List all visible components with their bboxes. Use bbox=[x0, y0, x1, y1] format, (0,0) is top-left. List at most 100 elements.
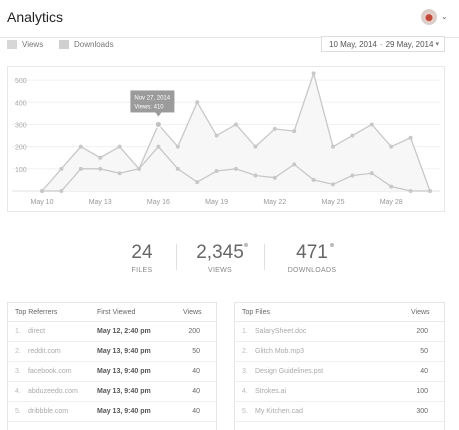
views-count: 40 bbox=[420, 368, 428, 375]
data-point bbox=[117, 171, 122, 176]
page-title: Analytics bbox=[7, 9, 64, 25]
top-referrers-panel: Top Referrers First Viewed Views 1. direc… bbox=[7, 302, 217, 430]
data-point bbox=[59, 166, 64, 171]
x-tick-label: May 28 bbox=[380, 199, 403, 206]
data-point bbox=[311, 71, 316, 76]
x-tick-label: May 25 bbox=[322, 199, 345, 206]
stat-views-value: 2,345 bbox=[196, 242, 244, 263]
chevron-down-icon: ▾ bbox=[435, 41, 439, 48]
file-name[interactable]: Design Guidelines.pst bbox=[255, 368, 324, 375]
data-point bbox=[311, 177, 316, 182]
first-viewed-date: May 12, 2:40 pm bbox=[97, 328, 151, 335]
data-point bbox=[98, 155, 103, 160]
table-row[interactable]: 4. Strokes.ai 100 bbox=[235, 382, 444, 402]
x-tick-label: May 13 bbox=[89, 199, 112, 206]
data-point bbox=[175, 166, 180, 171]
table-row[interactable]: 2. reddit.com May 13, 9:40 pm 50 bbox=[8, 342, 216, 362]
stat-downloads-indicator bbox=[330, 243, 334, 247]
views-count: 200 bbox=[188, 328, 200, 335]
views-header: Views bbox=[411, 309, 430, 316]
data-point bbox=[428, 189, 432, 193]
row-index: 1. bbox=[15, 328, 21, 335]
first-viewed-header: First Viewed bbox=[97, 309, 136, 316]
table-row[interactable]: 2. Glitch Mob.mp3 50 bbox=[235, 342, 444, 362]
data-point bbox=[369, 122, 374, 127]
row-index: 2. bbox=[242, 348, 248, 355]
file-name[interactable]: Glitch Mob.mp3 bbox=[255, 348, 305, 355]
x-tick-label: May 19 bbox=[205, 199, 228, 206]
app-header: Analytics ⌄ bbox=[0, 0, 459, 38]
table-row[interactable]: 5. My Kitchen.cad 300 bbox=[235, 402, 444, 422]
file-name[interactable]: My Kitchen.cad bbox=[255, 408, 303, 415]
table-row[interactable]: 3. Design Guidelines.pst 40 bbox=[235, 362, 444, 382]
referrer-name[interactable]: abduzeedo.com bbox=[28, 388, 78, 395]
stat-files: 24 FILES bbox=[120, 242, 164, 274]
data-point bbox=[78, 144, 83, 149]
stat-files-value: 24 bbox=[131, 242, 153, 263]
stat-downloads: 471 DOWNLOADS bbox=[284, 242, 340, 274]
top-referrers-title: Top Referrers bbox=[15, 309, 58, 316]
y-tick-label: 300 bbox=[15, 122, 27, 129]
data-point bbox=[272, 175, 277, 180]
views-legend-label[interactable]: Views bbox=[22, 40, 44, 49]
table-row[interactable]: 3. facebook.com May 13, 9:40 pm 40 bbox=[8, 362, 216, 382]
analytics-chart: 100 200 300 400 500 May 10 May 13 May 16 May 19 M… bbox=[7, 66, 445, 212]
x-tick-label: May 16 bbox=[147, 199, 170, 206]
views-count: 50 bbox=[420, 348, 428, 355]
chevron-down-icon[interactable]: ⌄ bbox=[441, 12, 448, 21]
y-tick-label: 100 bbox=[15, 167, 27, 174]
data-point bbox=[195, 100, 200, 105]
first-viewed-date: May 13, 9:40 pm bbox=[97, 368, 151, 375]
table-row[interactable]: 1. SalarySheet.doc 200 bbox=[235, 322, 444, 342]
data-point bbox=[78, 166, 83, 171]
downloads-legend-label[interactable]: Downloads bbox=[74, 40, 114, 49]
referrer-name[interactable]: reddit.com bbox=[28, 348, 61, 355]
views-legend-swatch[interactable] bbox=[7, 40, 17, 49]
stat-divider bbox=[176, 244, 177, 270]
top-files-header: Top Files Views bbox=[235, 303, 444, 322]
views-count: 40 bbox=[192, 388, 200, 395]
table-row[interactable]: 5. dribbble.com May 13, 9:40 pm 40 bbox=[8, 402, 216, 422]
data-point bbox=[175, 144, 180, 149]
x-tick-label: May 22 bbox=[263, 199, 286, 206]
row-index: 2. bbox=[15, 348, 21, 355]
row-index: 4. bbox=[242, 388, 248, 395]
user-avatar-icon[interactable] bbox=[421, 9, 437, 25]
data-point bbox=[234, 122, 238, 127]
tooltip-value: Views: 410 bbox=[134, 104, 164, 110]
views-count: 40 bbox=[192, 408, 200, 415]
views-count: 300 bbox=[416, 408, 428, 415]
top-files-panel: Top Files Views 1. SalarySheet.doc 200 2. Gl… bbox=[234, 302, 445, 430]
x-tick-label: May 10 bbox=[31, 199, 54, 206]
table-row[interactable]: 4. abduzeedo.com May 13, 9:40 pm 40 bbox=[8, 382, 216, 402]
referrer-name[interactable]: dribbble.com bbox=[28, 408, 69, 415]
date-range-start: 10 May, 2014 bbox=[329, 40, 377, 49]
stat-files-label: FILES bbox=[131, 267, 153, 274]
referrer-name[interactable]: direct bbox=[28, 328, 46, 335]
line-chart-svg: 100 200 300 400 500 May 10 May 13 May 16 May 19 M… bbox=[12, 71, 440, 206]
stat-divider bbox=[264, 244, 265, 270]
first-viewed-date: May 13, 9:40 pm bbox=[97, 348, 151, 355]
data-point bbox=[389, 144, 394, 149]
y-tick-label: 200 bbox=[15, 145, 27, 152]
data-point bbox=[117, 144, 122, 149]
data-point bbox=[272, 126, 277, 131]
views-count: 200 bbox=[416, 328, 428, 335]
top-referrers-header: Top Referrers First Viewed Views bbox=[8, 303, 216, 322]
file-name[interactable]: Strokes.ai bbox=[255, 388, 287, 395]
y-tick-label: 500 bbox=[15, 78, 27, 85]
stat-downloads-label: DOWNLOADS bbox=[287, 267, 337, 274]
date-range-picker[interactable]: 10 May, 2014-29 May, 2014 ▾ bbox=[321, 36, 445, 52]
views-count: 50 bbox=[192, 348, 200, 355]
data-point bbox=[195, 180, 200, 185]
table-row[interactable]: 1. direct May 12, 2:40 pm 200 bbox=[8, 322, 216, 342]
data-point bbox=[253, 144, 258, 149]
downloads-legend-swatch[interactable] bbox=[59, 40, 69, 49]
y-tick-label: 400 bbox=[15, 100, 27, 107]
referrer-name[interactable]: facebook.com bbox=[28, 368, 72, 375]
data-point bbox=[350, 133, 355, 138]
stat-views: 2,345 VIEWS bbox=[192, 242, 248, 274]
data-point bbox=[214, 169, 219, 174]
file-name[interactable]: SalarySheet.doc bbox=[255, 328, 307, 335]
data-point bbox=[408, 189, 413, 193]
